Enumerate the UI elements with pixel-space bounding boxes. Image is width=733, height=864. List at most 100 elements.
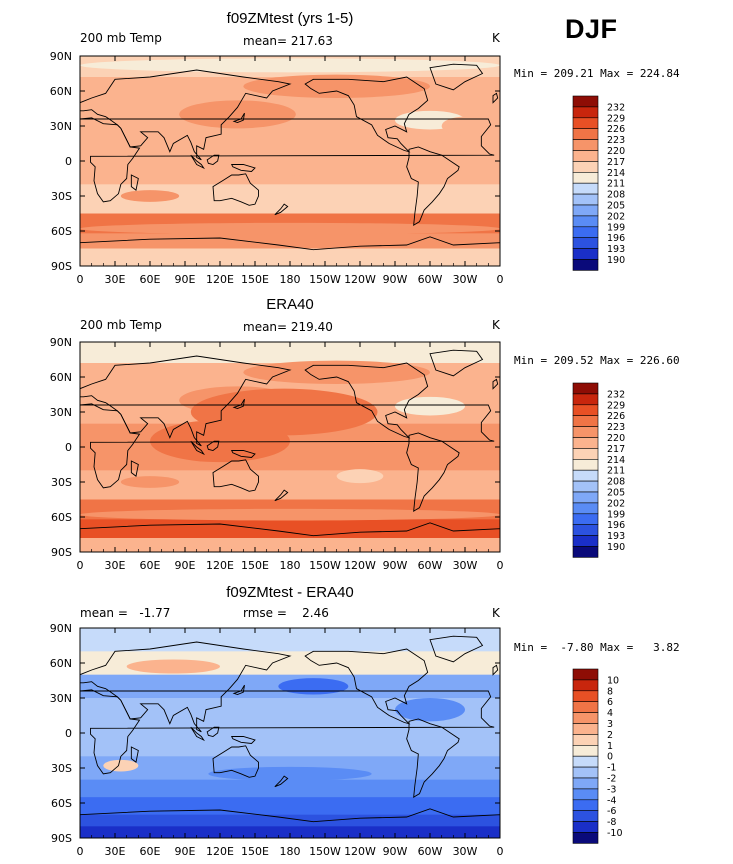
panel-2-title: ERA40	[266, 296, 314, 313]
coastline	[406, 146, 460, 227]
coastline	[492, 92, 499, 104]
x-tick-label: 150E	[241, 845, 269, 858]
legend-swatch	[572, 204, 599, 217]
y-tick-label: 0	[65, 727, 72, 740]
legend-label: 223	[607, 422, 625, 433]
legend-label: 220	[607, 433, 625, 444]
legend-label: 193	[607, 244, 625, 255]
season-label: DJF	[565, 14, 618, 44]
legend-swatch	[572, 182, 599, 195]
x-tick-label: 180	[280, 559, 301, 572]
legend-label: 202	[607, 211, 625, 222]
field-feature	[80, 508, 500, 521]
legend-label: 223	[607, 135, 625, 146]
legend-label: 4	[607, 708, 613, 719]
field-feature	[80, 222, 500, 235]
coastline	[274, 775, 289, 788]
panel-3-center-label: rmse = 2.46	[243, 606, 329, 620]
coastline	[406, 432, 460, 513]
y-tick-label: 30S	[51, 190, 72, 203]
legend-label: 229	[607, 113, 625, 124]
field-feature	[80, 58, 500, 73]
x-tick-label: 30W	[453, 845, 478, 858]
legend-swatch	[572, 404, 599, 416]
legend-label: 208	[607, 190, 625, 201]
legend-swatch	[572, 480, 599, 493]
legend-label: 1	[607, 741, 613, 752]
x-tick-label: 150E	[241, 273, 269, 286]
coastline	[492, 664, 499, 676]
legend-swatch	[572, 690, 599, 702]
legend-swatch	[572, 546, 599, 558]
field-feature	[150, 420, 290, 463]
y-tick-label: 30S	[51, 476, 72, 489]
x-tick-label: 60E	[140, 559, 161, 572]
legend-label: 226	[607, 124, 625, 135]
coastline	[212, 459, 259, 492]
legend-swatch	[572, 723, 599, 735]
legend-label: -2	[607, 774, 616, 785]
coastline	[212, 745, 259, 778]
coastline	[130, 746, 139, 763]
coastline	[232, 684, 245, 695]
legend-label: 205	[607, 201, 625, 212]
legend-label: -8	[607, 817, 616, 828]
x-tick-label: 0	[497, 559, 504, 572]
x-tick-label: 120W	[344, 845, 376, 858]
coastline	[80, 522, 500, 552]
field-feature	[208, 766, 372, 781]
y-tick-label: 60N	[50, 371, 72, 384]
x-tick-label: 60W	[418, 559, 443, 572]
legend-swatch	[572, 172, 599, 184]
legend-label: -10	[607, 828, 623, 839]
legend-label: 10	[607, 675, 619, 686]
legend-label: 208	[607, 477, 625, 488]
y-tick-label: 60S	[51, 511, 72, 524]
legend-label: 190	[607, 255, 625, 266]
legend-swatch	[572, 668, 599, 681]
coastline	[206, 726, 220, 737]
field-feature	[179, 100, 296, 129]
coastline	[130, 174, 139, 191]
coastline	[80, 689, 495, 775]
coastline	[230, 164, 256, 172]
legend-swatch	[572, 382, 599, 395]
legend-swatch	[572, 150, 599, 162]
field-feature	[103, 759, 139, 772]
legend-swatch	[572, 821, 599, 833]
legend-swatch	[572, 788, 599, 801]
legend-label: -3	[607, 784, 616, 795]
y-tick-label: 90S	[51, 260, 72, 273]
legend-swatch	[572, 237, 599, 249]
panel-3-right-label: K	[492, 606, 500, 620]
coastline	[274, 203, 289, 216]
y-tick-label: 0	[65, 155, 72, 168]
legend-swatch	[572, 161, 599, 173]
legend-label: 8	[607, 686, 613, 697]
x-tick-label: 0	[497, 273, 504, 286]
legend-label: 2	[607, 730, 613, 741]
x-tick-label: 30W	[453, 273, 478, 286]
y-tick-label: 30S	[51, 762, 72, 775]
panel-1-left-label: 200 mb Temp	[80, 31, 162, 45]
coastline	[206, 154, 220, 165]
panel-3-left-label: mean = -1.77	[80, 606, 171, 620]
coastline	[232, 112, 245, 123]
panel-2-left-label: 200 mb Temp	[80, 318, 162, 332]
legend-label: 0	[607, 752, 613, 763]
field-feature	[441, 116, 489, 136]
field-band	[80, 814, 500, 827]
x-tick-label: 180	[280, 273, 301, 286]
y-tick-label: 30N	[50, 120, 72, 133]
legend-swatch	[572, 491, 599, 504]
legend-swatch	[572, 799, 599, 811]
x-tick-label: 120W	[344, 273, 376, 286]
y-tick-label: 90N	[50, 622, 72, 635]
y-tick-label: 60S	[51, 797, 72, 810]
legend-label: -6	[607, 806, 616, 817]
x-tick-label: 90W	[383, 273, 408, 286]
field-feature	[120, 476, 180, 488]
legend-swatch	[572, 679, 599, 692]
coastline	[429, 349, 484, 377]
legend-label: 196	[607, 520, 625, 531]
